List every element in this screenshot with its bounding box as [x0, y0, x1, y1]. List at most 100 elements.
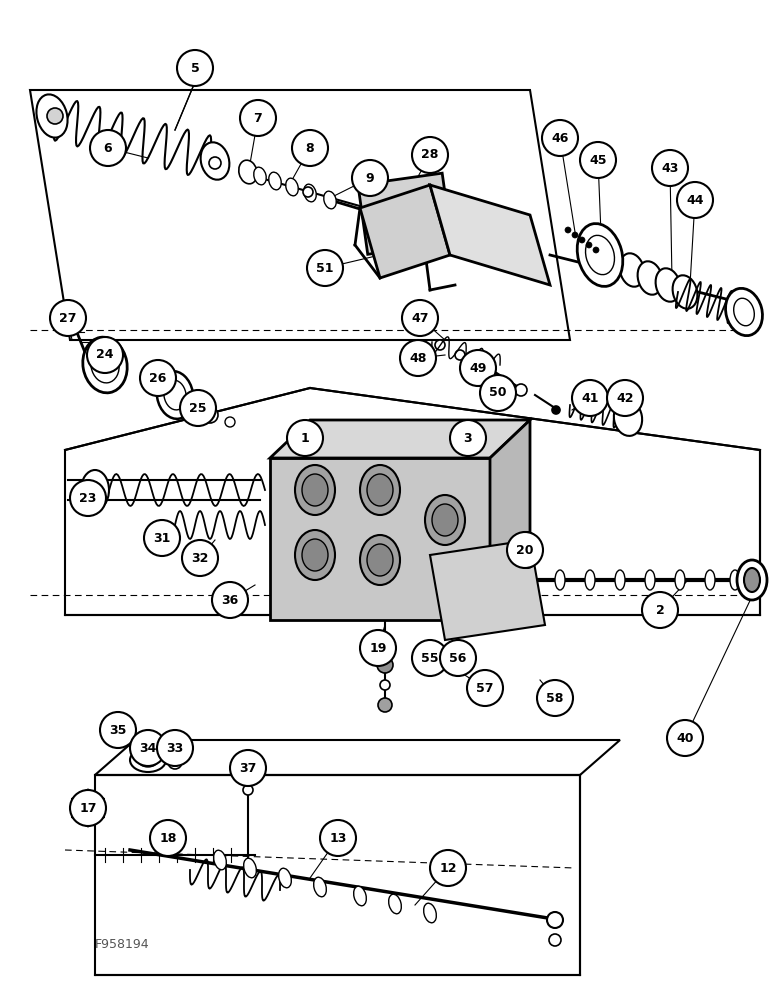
Text: 5: 5	[191, 62, 199, 75]
Ellipse shape	[157, 371, 193, 419]
Ellipse shape	[367, 544, 393, 576]
Circle shape	[400, 340, 436, 376]
Circle shape	[579, 237, 585, 243]
Ellipse shape	[360, 465, 400, 515]
Text: 58: 58	[547, 692, 564, 704]
Circle shape	[168, 755, 182, 769]
Bar	[358, 173, 452, 254]
Circle shape	[440, 640, 476, 676]
Ellipse shape	[615, 570, 625, 590]
Circle shape	[380, 680, 390, 690]
Polygon shape	[430, 185, 550, 285]
Ellipse shape	[269, 172, 281, 190]
Circle shape	[274, 594, 286, 606]
Ellipse shape	[744, 568, 760, 592]
Circle shape	[430, 850, 466, 886]
Text: 31: 31	[154, 532, 171, 544]
Text: 19: 19	[369, 642, 387, 654]
Text: 44: 44	[686, 194, 704, 207]
Circle shape	[379, 634, 391, 646]
Ellipse shape	[303, 184, 317, 202]
Ellipse shape	[672, 275, 697, 309]
Text: 27: 27	[59, 312, 76, 324]
Ellipse shape	[130, 748, 166, 772]
Circle shape	[177, 50, 213, 86]
Circle shape	[307, 250, 343, 286]
Circle shape	[572, 380, 608, 416]
Circle shape	[547, 912, 563, 928]
Polygon shape	[270, 420, 530, 458]
Text: F958194: F958194	[95, 938, 150, 952]
Text: 9: 9	[366, 172, 374, 184]
Circle shape	[565, 227, 571, 233]
Circle shape	[243, 785, 253, 795]
Circle shape	[412, 640, 448, 676]
Ellipse shape	[91, 347, 119, 383]
Circle shape	[352, 160, 388, 196]
Text: 51: 51	[317, 261, 334, 274]
Text: 17: 17	[80, 802, 96, 814]
Text: 48: 48	[409, 352, 427, 364]
Text: 36: 36	[222, 593, 239, 606]
Ellipse shape	[515, 532, 539, 568]
Ellipse shape	[577, 224, 623, 286]
Circle shape	[140, 360, 176, 396]
Text: 37: 37	[239, 762, 256, 774]
Ellipse shape	[214, 850, 226, 870]
Ellipse shape	[730, 570, 740, 590]
Ellipse shape	[638, 261, 662, 295]
Circle shape	[100, 712, 136, 748]
Ellipse shape	[620, 253, 645, 287]
Text: 42: 42	[616, 391, 634, 404]
Text: 56: 56	[449, 652, 467, 664]
Ellipse shape	[323, 191, 337, 209]
Circle shape	[292, 130, 328, 166]
Text: 33: 33	[167, 742, 184, 754]
Circle shape	[542, 120, 578, 156]
Circle shape	[475, 358, 485, 368]
Text: 7: 7	[254, 111, 262, 124]
Circle shape	[455, 350, 465, 360]
Circle shape	[303, 187, 313, 197]
Circle shape	[507, 532, 543, 568]
Polygon shape	[490, 420, 530, 620]
Ellipse shape	[737, 560, 767, 600]
Polygon shape	[360, 185, 450, 278]
Circle shape	[549, 934, 561, 946]
Circle shape	[586, 242, 592, 248]
Circle shape	[87, 337, 123, 373]
Circle shape	[240, 100, 276, 136]
Circle shape	[157, 730, 193, 766]
Ellipse shape	[295, 530, 335, 580]
Circle shape	[182, 540, 218, 576]
Ellipse shape	[367, 474, 393, 506]
Text: 46: 46	[551, 131, 569, 144]
Circle shape	[412, 137, 448, 173]
Text: 24: 24	[96, 349, 113, 361]
Ellipse shape	[432, 504, 458, 536]
Text: 12: 12	[439, 861, 457, 874]
Ellipse shape	[36, 94, 68, 138]
Text: 18: 18	[159, 832, 177, 844]
Circle shape	[677, 182, 713, 218]
Circle shape	[150, 820, 186, 856]
Ellipse shape	[313, 877, 327, 897]
Ellipse shape	[360, 535, 400, 585]
Ellipse shape	[201, 142, 229, 180]
Ellipse shape	[83, 337, 127, 393]
Text: 6: 6	[103, 141, 112, 154]
Ellipse shape	[614, 400, 642, 436]
Text: 50: 50	[489, 386, 506, 399]
Text: 28: 28	[422, 148, 438, 161]
Circle shape	[552, 406, 560, 414]
Text: 47: 47	[411, 312, 428, 324]
Circle shape	[360, 630, 396, 666]
Circle shape	[202, 407, 218, 423]
Text: 2: 2	[655, 603, 665, 616]
Ellipse shape	[279, 868, 291, 888]
Circle shape	[212, 582, 248, 618]
Ellipse shape	[138, 753, 158, 767]
Text: 20: 20	[516, 544, 533, 556]
Ellipse shape	[645, 570, 655, 590]
Ellipse shape	[726, 288, 763, 336]
